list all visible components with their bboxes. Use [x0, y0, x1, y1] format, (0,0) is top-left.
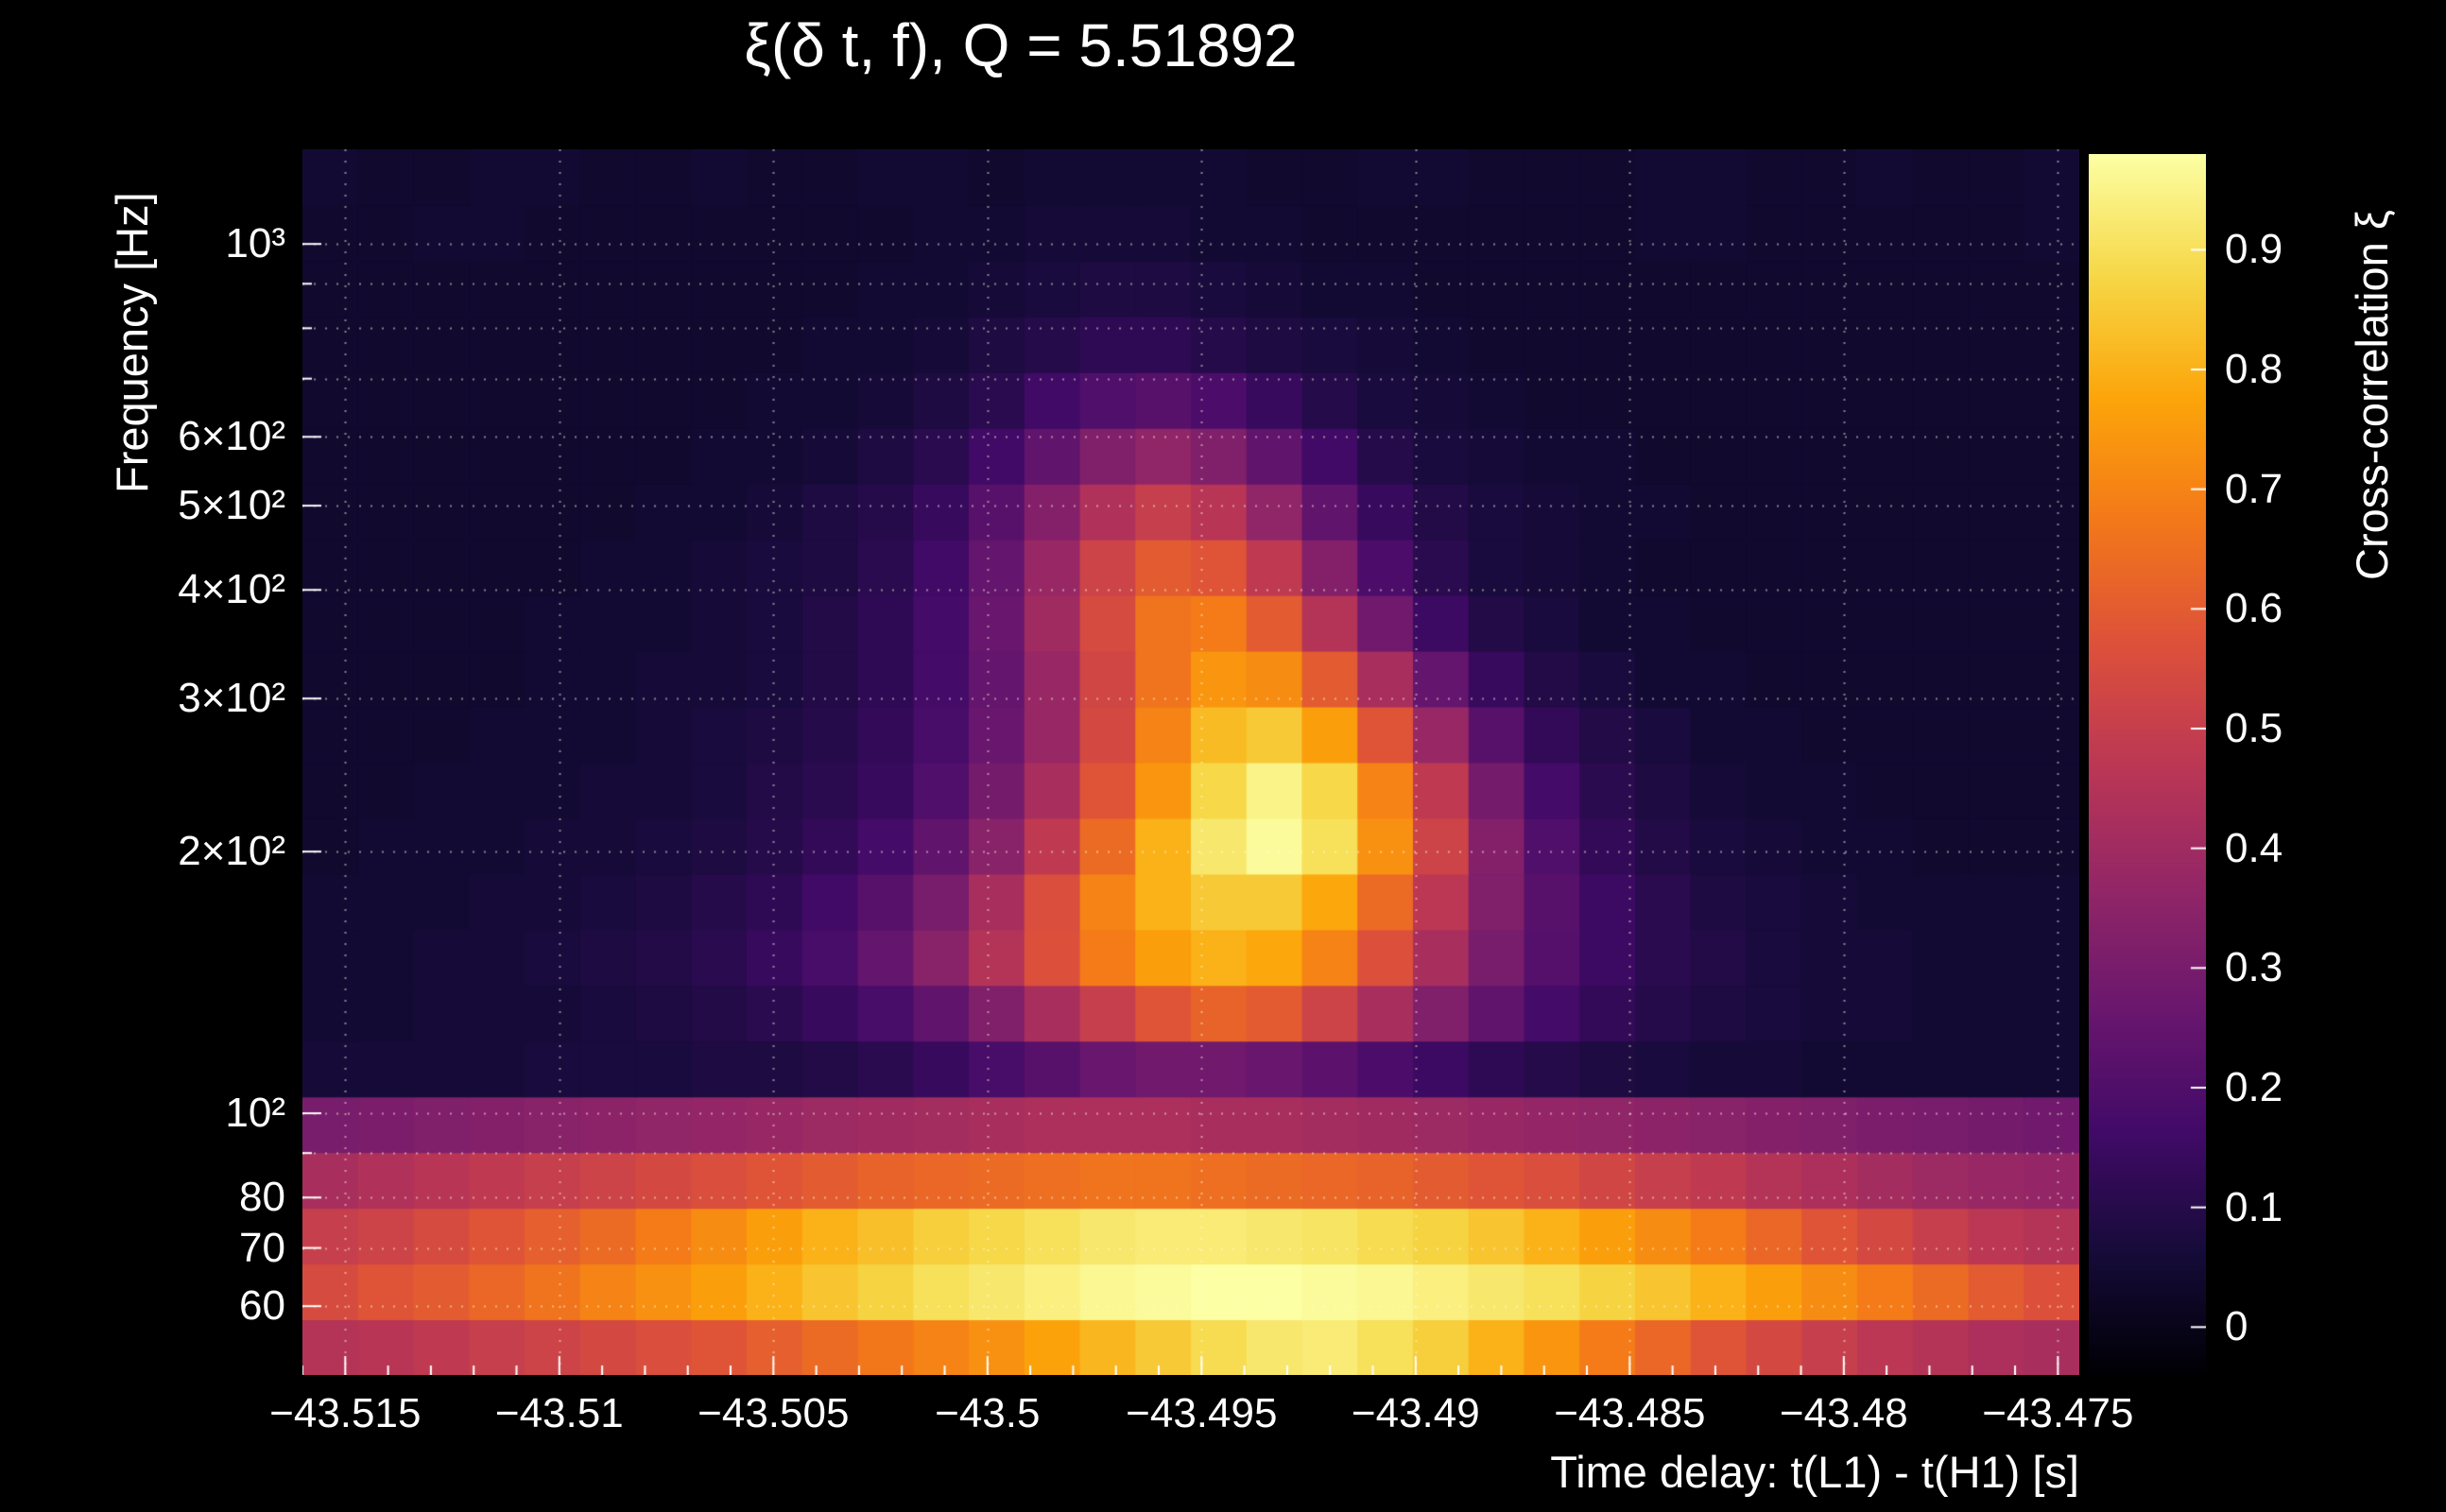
y-tick-label: 60: [239, 1282, 285, 1330]
colorbar-tick-label: 0.6: [2225, 585, 2283, 632]
colorbar-tick-label: 0.1: [2225, 1183, 2283, 1230]
x-tick-label: −43.51: [494, 1390, 624, 1436]
colorbar-tick-label: 0.3: [2225, 944, 2283, 991]
y-tick-label: 3×10²: [178, 675, 285, 722]
y-axis-title: Frequency [Hz]: [107, 192, 157, 493]
colorbar-tick-label: 0.5: [2225, 705, 2283, 751]
colorbar-tick-label: 0: [2225, 1303, 2248, 1350]
y-tick-label: 2×10²: [178, 828, 285, 875]
x-tick-label: −43.475: [1982, 1390, 2134, 1436]
x-tick-label: −43.485: [1554, 1390, 1706, 1436]
y-tick-label: 10²: [225, 1090, 285, 1137]
x-tick-label: −43.495: [1126, 1390, 1278, 1436]
colorbar-canvas: [2089, 154, 2206, 1375]
colorbar-tick-label: 0.2: [2225, 1064, 2283, 1110]
y-tick-label: 70: [239, 1224, 285, 1271]
colorbar-title: Cross-correlation ξ: [2347, 210, 2397, 580]
x-tick-label: −43.5: [935, 1390, 1041, 1436]
y-tick-label: 4×10²: [178, 566, 285, 613]
x-tick-label: −43.505: [698, 1390, 850, 1436]
y-tick-label: 80: [239, 1174, 285, 1221]
x-axis-title: Time delay: t(L1) - t(H1) [s]: [1550, 1447, 2079, 1497]
x-tick-label: −43.48: [1779, 1390, 1908, 1436]
x-tick-label: −43.515: [269, 1390, 422, 1436]
colorbar-tick-label: 0.4: [2225, 824, 2283, 871]
x-tick-label: −43.49: [1351, 1390, 1480, 1436]
chart-title: ξ(δ t, f), Q = 5.51892: [744, 11, 1298, 79]
heatmap-canvas: [302, 149, 2079, 1375]
